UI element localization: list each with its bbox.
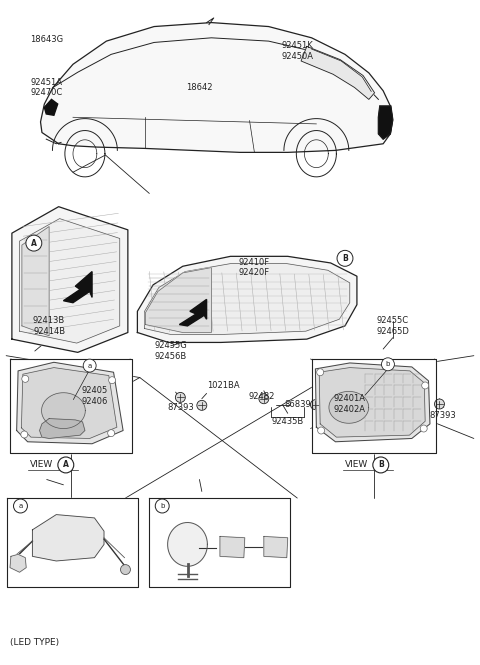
Polygon shape [44, 99, 58, 115]
Circle shape [345, 390, 355, 400]
Text: 87393: 87393 [430, 411, 456, 420]
Circle shape [26, 235, 42, 251]
Circle shape [58, 457, 74, 473]
Circle shape [83, 359, 96, 372]
Circle shape [175, 392, 185, 402]
Text: 92482: 92482 [248, 392, 275, 401]
Text: a: a [18, 503, 23, 509]
Polygon shape [145, 267, 211, 332]
Polygon shape [312, 359, 436, 453]
Polygon shape [137, 256, 357, 342]
Text: a: a [87, 362, 92, 368]
Text: VIEW: VIEW [30, 460, 54, 469]
Circle shape [108, 430, 115, 437]
Polygon shape [329, 392, 369, 423]
Polygon shape [42, 393, 85, 428]
Polygon shape [168, 523, 207, 567]
Text: 87393: 87393 [167, 404, 194, 412]
Circle shape [311, 400, 320, 410]
Text: A: A [31, 239, 37, 247]
Text: 92410F
92420F: 92410F 92420F [239, 258, 270, 277]
Text: 92405
92406: 92405 92406 [81, 386, 108, 406]
Polygon shape [378, 106, 393, 139]
Polygon shape [33, 515, 104, 561]
Text: 92435B: 92435B [272, 418, 304, 426]
Text: 92455C
92465D: 92455C 92465D [376, 316, 409, 336]
Text: B: B [342, 254, 348, 263]
Text: 18642: 18642 [186, 83, 213, 92]
Text: 92455G
92456B: 92455G 92456B [155, 341, 187, 360]
Polygon shape [39, 418, 85, 438]
Polygon shape [144, 263, 350, 334]
Polygon shape [22, 368, 117, 438]
Text: 18643G: 18643G [30, 35, 63, 45]
Circle shape [21, 431, 28, 438]
Polygon shape [149, 498, 290, 587]
Text: 92451K
92450A: 92451K 92450A [281, 41, 313, 61]
Polygon shape [17, 362, 123, 444]
Text: b: b [160, 503, 165, 509]
Circle shape [13, 499, 27, 513]
Polygon shape [220, 537, 245, 558]
Circle shape [382, 358, 395, 371]
Polygon shape [20, 219, 120, 343]
Polygon shape [22, 227, 49, 336]
Polygon shape [301, 47, 374, 99]
Text: 92401A
92402A: 92401A 92402A [334, 394, 366, 414]
Circle shape [318, 427, 324, 434]
Text: 92451A
92470C: 92451A 92470C [31, 78, 63, 97]
Text: b: b [386, 361, 390, 367]
Circle shape [259, 394, 269, 404]
Polygon shape [12, 207, 128, 352]
Circle shape [337, 250, 353, 266]
Circle shape [120, 565, 131, 575]
Text: 1021BA: 1021BA [206, 381, 239, 390]
Polygon shape [63, 271, 92, 303]
Circle shape [197, 400, 207, 410]
Polygon shape [180, 299, 206, 326]
Circle shape [422, 382, 429, 389]
Circle shape [373, 457, 389, 473]
Circle shape [108, 376, 116, 384]
Circle shape [434, 399, 444, 409]
Text: 86839: 86839 [284, 400, 311, 408]
Text: B: B [378, 460, 384, 469]
Polygon shape [10, 555, 26, 572]
Circle shape [22, 375, 29, 382]
Polygon shape [40, 23, 393, 152]
Circle shape [155, 499, 169, 513]
Polygon shape [315, 363, 430, 442]
Text: VIEW: VIEW [345, 460, 369, 469]
Circle shape [420, 425, 427, 432]
Polygon shape [7, 498, 138, 587]
Text: (LED TYPE): (LED TYPE) [10, 638, 59, 647]
Polygon shape [10, 359, 132, 453]
Circle shape [317, 369, 324, 376]
Text: 92413B
92414B: 92413B 92414B [33, 316, 65, 336]
Polygon shape [319, 368, 425, 437]
Polygon shape [264, 537, 288, 558]
Text: A: A [63, 460, 69, 469]
